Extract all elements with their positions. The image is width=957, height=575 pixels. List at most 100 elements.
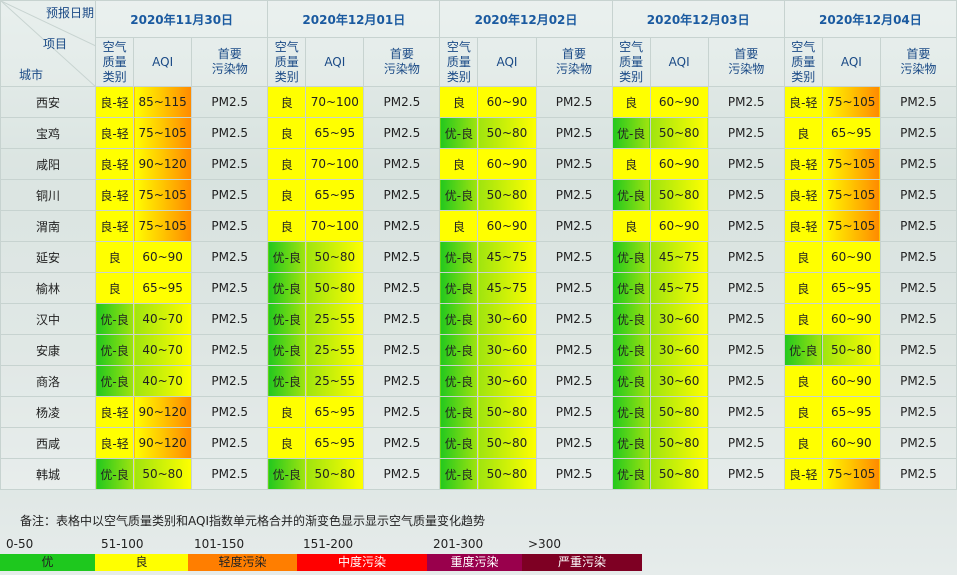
- category-cell: 优-良: [95, 334, 135, 366]
- pollutant-cell: PM2.5: [879, 303, 957, 335]
- legend-item: 201-300 重度污染: [427, 534, 522, 571]
- category-cell: 良: [95, 272, 135, 304]
- table-row: 渭南 良-轻 75~105 PM2.5 良 70~100 PM2.5 良 60~90 PM2.5 良…: [0, 210, 957, 242]
- date-header: 2020年12月04日: [783, 0, 957, 38]
- category-cell: 优-良: [439, 334, 479, 366]
- column-header: 空气 质量 类别: [439, 37, 479, 87]
- pollutant-cell: PM2.5: [707, 272, 785, 304]
- pollutant-cell: PM2.5: [707, 179, 785, 211]
- category-cell: 良-轻: [95, 179, 135, 211]
- pollutant-cell: PM2.5: [363, 210, 441, 242]
- column-header: AQI: [477, 37, 537, 87]
- aqi-cell: 60~90: [649, 210, 709, 242]
- corner-header: 预报日期 项目 城市: [0, 0, 97, 87]
- legend-range: 0-50: [6, 537, 34, 551]
- column-header: 首要 污染物: [535, 37, 613, 87]
- pollutant-cell: PM2.5: [879, 179, 957, 211]
- category-cell: 良-轻: [95, 396, 135, 428]
- pollutant-cell: PM2.5: [363, 241, 441, 273]
- aqi-cell: 30~60: [477, 334, 537, 366]
- column-header: AQI: [649, 37, 709, 87]
- aqi-cell: 50~80: [305, 241, 365, 273]
- table-row: 安康 优-良 40~70 PM2.5 优-良 25~55 PM2.5 优-良 30~60 PM2.…: [0, 334, 957, 366]
- aqi-cell: 65~95: [305, 396, 365, 428]
- city-cell: 西安: [0, 86, 97, 118]
- pollutant-cell: PM2.5: [879, 117, 957, 149]
- table-row: 宝鸡 良-轻 75~105 PM2.5 良 65~95 PM2.5 优-良 50~80 PM2.5…: [0, 117, 957, 149]
- pollutant-cell: PM2.5: [191, 303, 269, 335]
- category-cell: 良: [267, 179, 307, 211]
- aqi-cell: 85~115: [133, 86, 193, 118]
- category-cell: 良: [267, 427, 307, 459]
- category-cell: 优-良: [267, 303, 307, 335]
- category-cell: 优-良: [267, 272, 307, 304]
- pollutant-cell: PM2.5: [879, 272, 957, 304]
- pollutant-cell: PM2.5: [363, 148, 441, 180]
- pollutant-cell: PM2.5: [707, 334, 785, 366]
- legend: 0-50 优 51-100 良 101-150 轻度污染 151-200 中度污染 201-30…: [0, 534, 642, 571]
- aqi-cell: 60~90: [477, 210, 537, 242]
- aqi-cell: 50~80: [649, 117, 709, 149]
- pollutant-cell: PM2.5: [535, 458, 613, 490]
- category-cell: 良-轻: [95, 427, 135, 459]
- category-cell: 优-良: [611, 427, 651, 459]
- city-cell: 榆林: [0, 272, 97, 304]
- category-cell: 优-良: [611, 334, 651, 366]
- pollutant-cell: PM2.5: [707, 427, 785, 459]
- legend-item: >300 严重污染: [522, 534, 642, 571]
- column-header: 首要 污染物: [707, 37, 785, 87]
- aqi-cell: 40~70: [133, 365, 193, 397]
- pollutant-cell: PM2.5: [707, 86, 785, 118]
- category-cell: 良: [611, 210, 651, 242]
- column-header: AQI: [305, 37, 365, 87]
- city-cell: 汉中: [0, 303, 97, 335]
- category-cell: 优-良: [439, 458, 479, 490]
- category-cell: 良: [267, 396, 307, 428]
- aqi-cell: 50~80: [477, 458, 537, 490]
- legend-item: 51-100 良: [95, 534, 188, 571]
- pollutant-cell: PM2.5: [707, 396, 785, 428]
- category-cell: 良-轻: [95, 86, 135, 118]
- table-row: 杨凌 良-轻 90~120 PM2.5 良 65~95 PM2.5 优-良 50~80 PM2.5…: [0, 396, 957, 428]
- category-cell: 良-轻: [783, 458, 823, 490]
- category-cell: 良: [783, 117, 823, 149]
- table-row: 汉中 优-良 40~70 PM2.5 优-良 25~55 PM2.5 优-良 30~60 PM2.…: [0, 303, 957, 335]
- aqi-cell: 65~95: [821, 396, 881, 428]
- legend-level: 良: [95, 554, 188, 571]
- column-header: 首要 污染物: [363, 37, 441, 87]
- legend-range: 101-150: [194, 537, 245, 551]
- aqi-cell: 90~120: [133, 396, 193, 428]
- category-cell: 良: [95, 241, 135, 273]
- pollutant-cell: PM2.5: [363, 117, 441, 149]
- aqi-cell: 50~80: [305, 458, 365, 490]
- category-cell: 良-轻: [783, 210, 823, 242]
- aqi-cell: 25~55: [305, 303, 365, 335]
- legend-range: 151-200: [303, 537, 354, 551]
- aqi-cell: 65~95: [305, 427, 365, 459]
- aqi-cell: 40~70: [133, 334, 193, 366]
- city-cell: 安康: [0, 334, 97, 366]
- pollutant-cell: PM2.5: [879, 427, 957, 459]
- category-cell: 优-良: [439, 303, 479, 335]
- pollutant-cell: PM2.5: [363, 272, 441, 304]
- city-cell: 渭南: [0, 210, 97, 242]
- column-header: 空气 质量 类别: [611, 37, 651, 87]
- category-cell: 良-轻: [95, 148, 135, 180]
- pollutant-cell: PM2.5: [363, 179, 441, 211]
- category-cell: 优-良: [267, 458, 307, 490]
- category-cell: 优-良: [439, 427, 479, 459]
- category-cell: 良-轻: [95, 117, 135, 149]
- note: 备注：表格中以空气质量类别和AQI指数单元格合并的渐变色显示显示空气质量变化趋势: [20, 514, 485, 528]
- aqi-cell: 50~80: [477, 427, 537, 459]
- category-cell: 优-良: [611, 396, 651, 428]
- aqi-cell: 75~105: [821, 86, 881, 118]
- aqi-cell: 60~90: [821, 241, 881, 273]
- category-cell: 优-良: [439, 365, 479, 397]
- pollutant-cell: PM2.5: [535, 365, 613, 397]
- date-header: 2020年11月30日: [95, 0, 269, 38]
- aqi-cell: 60~90: [649, 148, 709, 180]
- aqi-cell: 60~90: [477, 86, 537, 118]
- category-cell: 良: [783, 241, 823, 273]
- aqi-cell: 50~80: [649, 458, 709, 490]
